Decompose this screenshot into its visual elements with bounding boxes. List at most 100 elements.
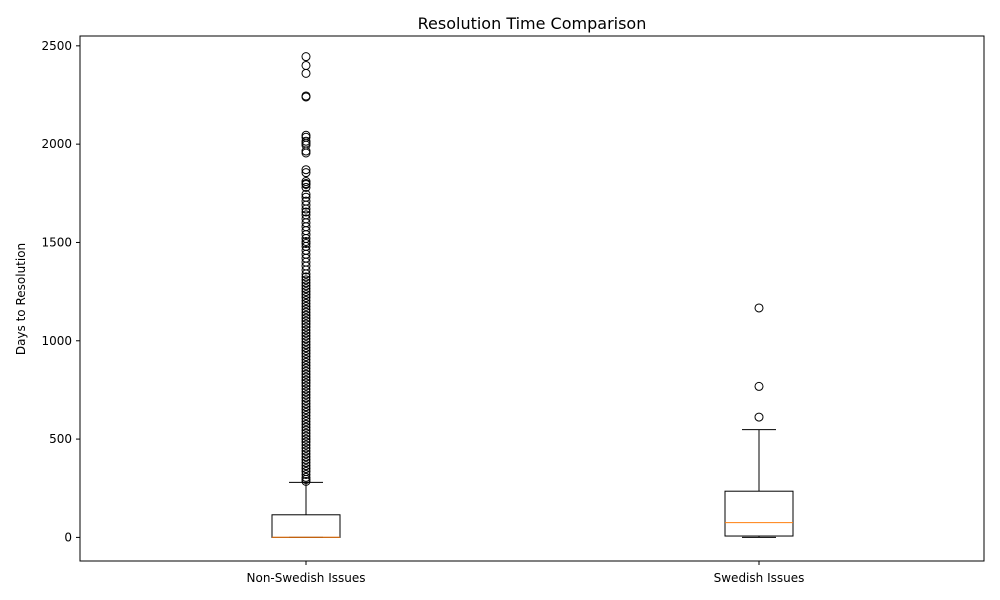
outlier-point <box>301 446 311 456</box>
outlier-point <box>301 428 311 438</box>
outlier-point <box>301 204 311 214</box>
outlier-point <box>301 369 311 379</box>
outlier-point <box>301 408 311 418</box>
iqr-box <box>271 514 341 538</box>
outlier-point <box>301 452 311 462</box>
iqr-box <box>724 490 794 537</box>
outlier-point <box>754 412 764 422</box>
outlier-point <box>301 238 311 248</box>
outlier-point <box>301 334 311 344</box>
outlier-point <box>301 290 311 300</box>
outlier-point <box>301 189 311 199</box>
outlier-point <box>301 295 311 305</box>
outlier-point <box>301 265 311 275</box>
outlier-point <box>301 455 311 465</box>
plot-area: 0 500 1000 1500 2000 2500 Non-Swedish Issues Sw… <box>41 39 804 585</box>
y-tick-label: 2000 <box>41 137 72 151</box>
outlier-point <box>301 449 311 459</box>
outlier-point <box>301 390 311 400</box>
outlier-point <box>301 316 311 326</box>
outlier-point <box>301 464 311 474</box>
outlier-point <box>301 360 311 370</box>
outlier-point <box>301 410 311 420</box>
outlier-point <box>301 287 311 297</box>
y-axis-label: Days to Resolution <box>14 243 28 355</box>
outlier-point <box>301 230 311 240</box>
plot-frame <box>79 35 985 562</box>
outlier-point <box>301 325 311 335</box>
outlier-point <box>301 138 311 148</box>
outlier-point <box>301 396 311 406</box>
outlier-point <box>301 310 311 320</box>
outlier-point <box>301 207 311 217</box>
outlier-point <box>301 405 311 415</box>
outlier-point <box>754 303 764 313</box>
outlier-point <box>301 281 311 291</box>
outlier-point <box>301 319 311 329</box>
outlier-point <box>301 322 311 332</box>
outlier-point <box>301 298 311 308</box>
y-tick-label: 500 <box>49 432 72 446</box>
outlier-point <box>301 413 311 423</box>
outlier-point <box>301 165 311 175</box>
outlier-point <box>301 384 311 394</box>
outlier-point <box>301 284 311 294</box>
outlier-point <box>301 440 311 450</box>
outlier-point <box>301 363 311 373</box>
outlier-point <box>301 354 311 364</box>
outlier-point <box>301 304 311 314</box>
chart-title: Resolution Time Comparison <box>418 14 647 33</box>
outlier-point <box>301 179 311 189</box>
outlier-point <box>301 372 311 382</box>
outlier-point <box>301 431 311 441</box>
outlier-point <box>301 272 311 282</box>
outlier-point <box>301 476 311 486</box>
outlier-point <box>301 60 311 70</box>
outlier-point <box>301 378 311 388</box>
outlier-point <box>301 402 311 412</box>
outlier-point <box>301 416 311 426</box>
outlier-point <box>301 200 311 210</box>
outlier-point <box>301 349 311 359</box>
outlier-point <box>301 419 311 429</box>
y-tick-label: 0 <box>64 530 72 544</box>
outlier-point <box>301 331 311 341</box>
outlier-point <box>301 148 311 158</box>
outlier-point <box>301 346 311 356</box>
outlier-point <box>301 269 311 279</box>
outlier-point <box>301 328 311 338</box>
outlier-point <box>301 301 311 311</box>
outlier-point <box>301 443 311 453</box>
outlier-point <box>301 425 311 435</box>
outlier-point <box>301 92 311 102</box>
outlier-point <box>301 182 311 192</box>
outlier-point <box>301 434 311 444</box>
outlier-point <box>301 293 311 303</box>
outlier-point <box>301 461 311 471</box>
outlier-point <box>301 343 311 353</box>
x-tick-label: Swedish Issues <box>714 571 805 585</box>
outlier-point <box>301 278 311 288</box>
outlier-point <box>301 399 311 409</box>
outlier-point <box>301 437 311 447</box>
outlier-point <box>754 381 764 391</box>
outlier-point <box>301 313 311 323</box>
x-tick-label: Non-Swedish Issues <box>247 571 366 585</box>
outlier-point <box>301 469 311 479</box>
outlier-point <box>301 357 311 367</box>
outlier-point <box>301 458 311 468</box>
outlier-point <box>301 340 311 350</box>
outlier-point <box>301 146 311 156</box>
outlier-point <box>301 366 311 376</box>
outlier-point <box>301 352 311 362</box>
outlier-point <box>301 168 311 178</box>
outlier-point <box>301 422 311 432</box>
y-tick-label: 1500 <box>41 235 72 249</box>
y-tick-label: 2500 <box>41 39 72 53</box>
outlier-point <box>301 337 311 347</box>
outlier-point <box>301 275 311 285</box>
outlier-point <box>301 387 311 397</box>
outlier-point <box>301 307 311 317</box>
y-tick-label: 1000 <box>41 334 72 348</box>
